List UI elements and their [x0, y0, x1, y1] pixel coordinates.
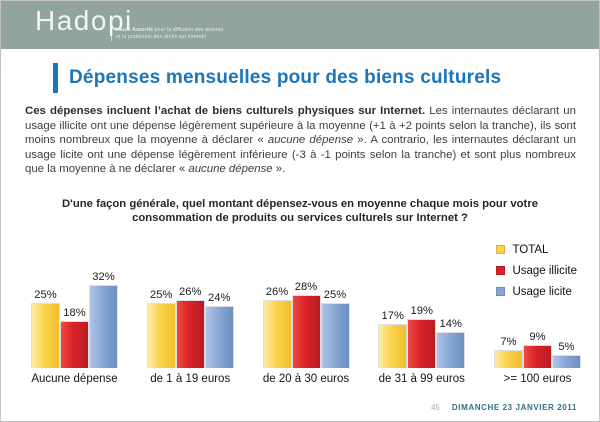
bar-wrap: 26%: [262, 286, 292, 368]
bar-total: [146, 303, 176, 368]
bar-value-label: 26%: [265, 286, 289, 298]
legend-swatch-icon: [496, 287, 506, 296]
bar-wrap: 19%: [407, 305, 437, 368]
bar-cluster: 7% 9% 5%: [494, 331, 581, 368]
bar-value-label: 18%: [63, 307, 86, 319]
legend-item: Usage licite: [496, 281, 577, 302]
legend-swatch-icon: [496, 266, 506, 275]
bar-value-label: 9%: [529, 331, 546, 343]
bar-wrap: 7%: [494, 336, 523, 368]
bar-total: [31, 303, 60, 368]
footer: 45 DIMANCHE 23 JANVIER 2011: [431, 403, 577, 412]
intro-paragraph: Ces dépenses incluent l’achat de biens c…: [25, 105, 577, 175]
bar-total: [378, 324, 408, 368]
category-label: Aucune dépense: [31, 373, 118, 385]
bar-wrap: 9%: [523, 331, 552, 368]
tagline-line1: Haute Autorité pour la diffusion des œuv…: [116, 27, 224, 33]
bar-cluster: 26% 28% 25%: [262, 281, 350, 368]
bar-usage-licite: [89, 285, 118, 368]
bar-value-label: 25%: [34, 289, 57, 301]
hadopi-logo: Hadopi: [35, 5, 133, 36]
chart-group: 17% 19% 14% de 31 à 99 euros: [378, 305, 466, 385]
bar-value-label: 19%: [410, 305, 433, 317]
survey-question: D'une façon générale, quel montant dépen…: [62, 198, 538, 224]
chart-legend: TOTAL Usage illicite Usage licite: [496, 239, 577, 302]
bar-usage-licite: [552, 355, 581, 368]
bar-value-label: 32%: [92, 271, 115, 283]
bar-total: [494, 350, 523, 368]
category-label: >= 100 euros: [503, 373, 572, 385]
bar-usage-licite: [320, 303, 350, 368]
bar-value-label: 28%: [294, 281, 318, 293]
bar-wrap: 18%: [60, 307, 89, 368]
page-title: Dépenses mensuelles pour des biens cultu…: [69, 67, 502, 88]
bar-usage-licite: [436, 332, 466, 368]
bar-usage-illicite: [291, 295, 321, 368]
bar-usage-illicite: [407, 319, 437, 368]
bar-wrap: 5%: [552, 341, 581, 368]
bar-wrap: 25%: [146, 289, 176, 368]
bar-cluster: 25% 18% 32%: [31, 271, 118, 368]
chart-group: 7% 9% 5% >= 100 euros: [494, 331, 581, 385]
bar-wrap: 25%: [31, 289, 60, 368]
chart: 25% 18% 32% Aucune dépense 25% 26% 24% de 1 à 1…: [31, 252, 581, 385]
tagline-line2: et la protection des droits sur internet: [116, 34, 207, 40]
bar-wrap: 14%: [436, 318, 466, 368]
bar-value-label: 14%: [439, 318, 462, 330]
bar-value-label: 24%: [208, 292, 231, 304]
bar-value-label: 25%: [150, 289, 173, 301]
legend-label: TOTAL: [512, 243, 549, 256]
chart-group: 26% 28% 25% de 20 à 30 euros: [262, 281, 350, 385]
bar-value-label: 7%: [500, 336, 517, 348]
bar-wrap: 25%: [320, 289, 350, 368]
header-banner: Hadopi Haute Autorité pour la diffusion …: [1, 1, 599, 49]
footer-date: DIMANCHE 23 JANVIER 2011: [451, 403, 577, 412]
hadopi-tagline: Haute Autorité pour la diffusion des œuv…: [111, 27, 223, 41]
category-label: de 31 à 99 euros: [378, 373, 465, 385]
chart-group: 25% 18% 32% Aucune dépense: [31, 271, 118, 385]
bar-total: [262, 300, 292, 368]
intro-lead-bold: Ces dépenses incluent l’achat de biens c…: [25, 105, 426, 117]
bar-value-label: 17%: [381, 310, 404, 322]
bar-cluster: 25% 26% 24%: [146, 286, 234, 368]
legend-label: Usage illicite: [512, 264, 577, 277]
bar-wrap: 28%: [291, 281, 321, 368]
legend-item: Usage illicite: [496, 260, 577, 281]
legend-item: TOTAL: [496, 239, 577, 260]
category-label: de 1 à 19 euros: [150, 373, 231, 385]
bar-wrap: 17%: [378, 310, 408, 368]
page-number: 45: [430, 403, 440, 412]
legend-swatch-icon: [496, 245, 506, 254]
bar-value-label: 25%: [323, 289, 347, 301]
bar-cluster: 17% 19% 14%: [378, 305, 466, 368]
bar-usage-illicite: [175, 300, 205, 368]
bar-wrap: 24%: [204, 292, 234, 368]
legend-label: Usage licite: [512, 285, 572, 298]
chart-group: 25% 26% 24% de 1 à 19 euros: [146, 286, 234, 385]
bar-usage-licite: [204, 306, 234, 368]
bar-wrap: 26%: [175, 286, 205, 368]
bar-value-label: 5%: [558, 341, 575, 353]
bar-usage-illicite: [60, 321, 89, 368]
bar-wrap: 32%: [89, 271, 118, 368]
category-label: de 20 à 30 euros: [262, 373, 350, 385]
bar-value-label: 26%: [179, 286, 202, 298]
title-accent-bar: [53, 63, 58, 93]
bar-usage-illicite: [523, 345, 552, 368]
